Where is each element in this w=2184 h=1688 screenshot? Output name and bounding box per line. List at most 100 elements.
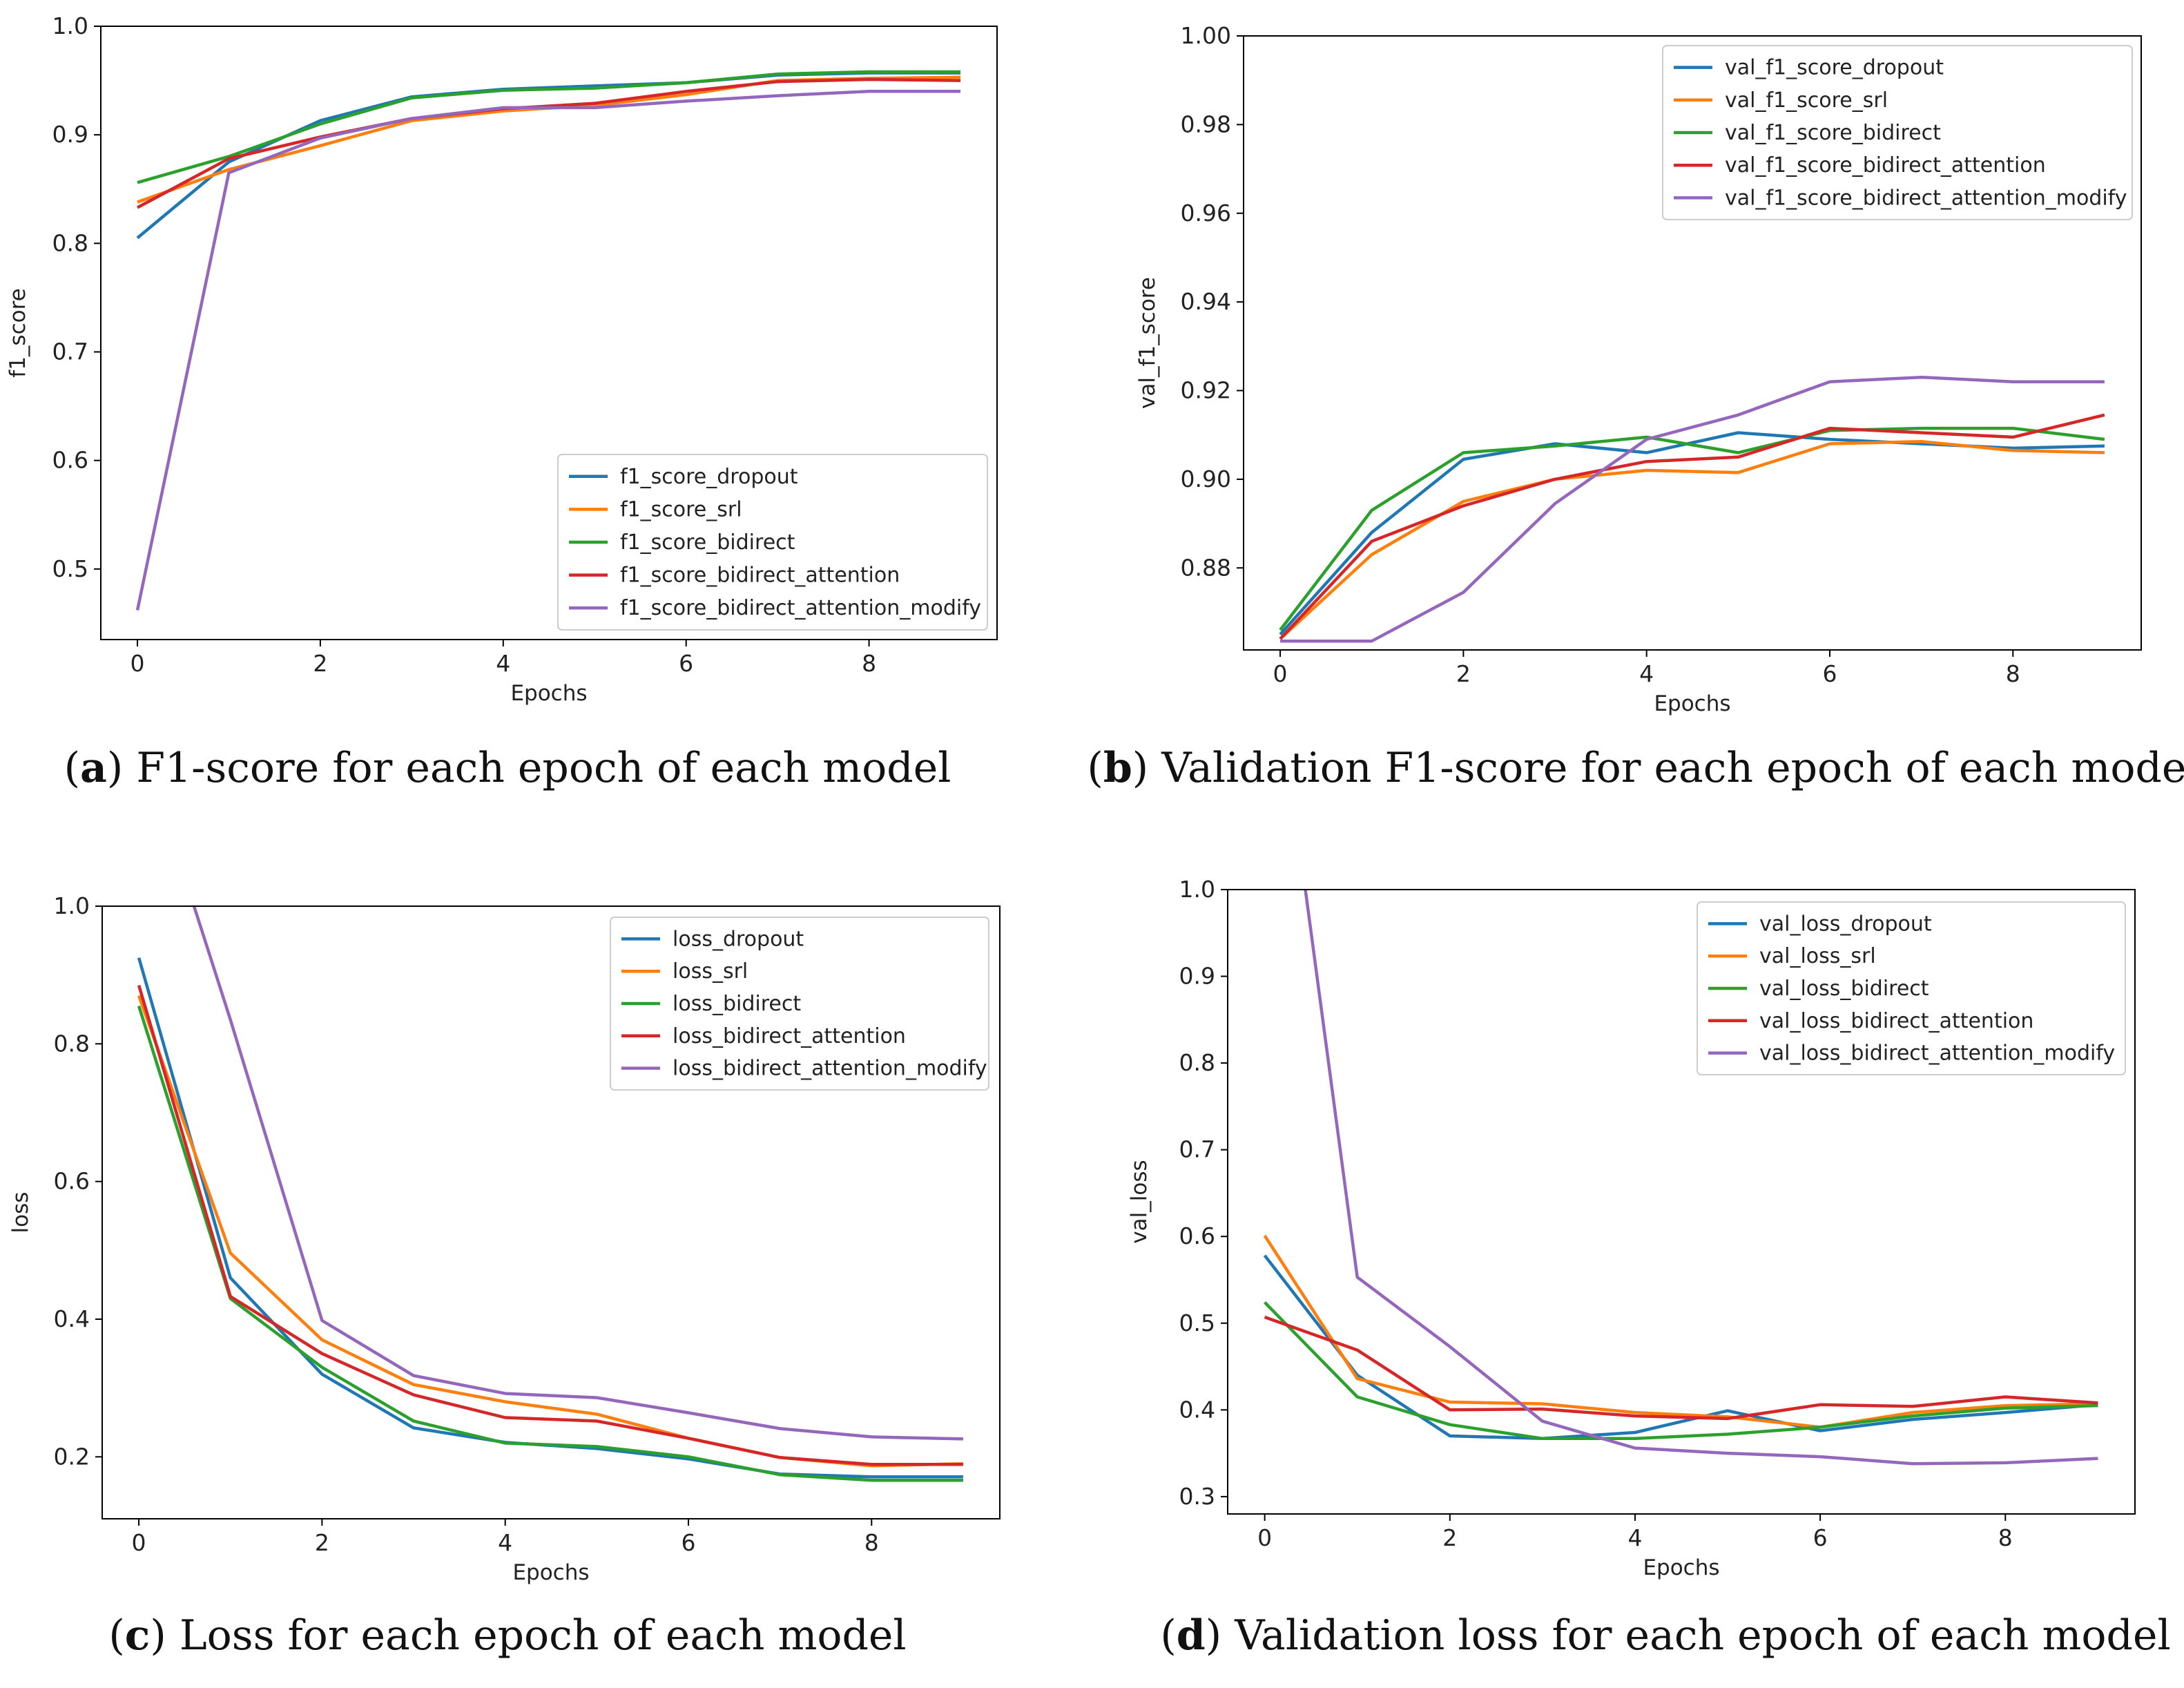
x-tick-label: 6 (679, 650, 693, 677)
chart-panel-d: 0 2 4 6 8 0.3 0.4 0.5 0.6 0.7 0.8 0.9 1.0 Epochs val_l… (1127, 876, 2171, 1660)
series-group (135, 70, 961, 611)
y-tick-label: 0.98 (1181, 111, 1231, 137)
legend-label-val_loss_dropout: val_loss_dropout (1759, 912, 1932, 936)
legend: loss_dropout loss_srl loss_bidirect loss_bi… (610, 917, 989, 1091)
series-line-val_loss_dropout (1263, 1254, 2098, 1441)
caption-letter: d (1177, 1611, 1206, 1660)
x-tick-label: 6 (1813, 1524, 1828, 1551)
x-tick-label: 8 (1998, 1524, 2013, 1551)
x-axis-label: Epochs (510, 681, 587, 706)
caption-close-paren: ) (107, 744, 136, 792)
x-tick-label: 0 (1273, 660, 1288, 687)
caption-open-paren: ( (1160, 1611, 1176, 1660)
x-tick-label: 8 (2006, 660, 2020, 687)
legend-label-loss_bidirect_attention_modify: loss_bidirect_attention_modify (673, 1057, 987, 1081)
x-tick-label: 8 (862, 650, 876, 677)
legend-label-loss_dropout: loss_dropout (673, 927, 804, 951)
caption-letter: b (1103, 744, 1132, 792)
series-line-loss_bidirect (137, 1005, 963, 1482)
series-group (1279, 375, 2105, 643)
y-axis-label: loss (8, 1192, 33, 1234)
caption-close-paren: ) (1206, 1611, 1235, 1660)
series-line-f1_score_bidirect_attention (136, 77, 961, 209)
x-tick-label: 2 (313, 650, 327, 677)
legend-box (610, 917, 989, 1091)
plot-frame (1227, 889, 2136, 1515)
figure-caption: (a) F1-score for each epoch of each mode… (64, 744, 951, 792)
series-line-val_f1_score_bidirect_attention_modify (1280, 375, 2105, 643)
legend-label-val_f1_score_dropout: val_f1_score_dropout (1725, 56, 1944, 80)
series-line-f1_score_bidirect_attention_modify (135, 90, 960, 611)
legend-label-f1_score_bidirect_attention: f1_score_bidirect_attention (620, 564, 900, 588)
legend-label-val_loss_bidirect: val_loss_bidirect (1759, 977, 1929, 1001)
legend-box (1662, 45, 2133, 220)
y-tick-label: 1.00 (1181, 22, 1231, 49)
legend-label-val_f1_score_bidirect_attention: val_f1_score_bidirect_attention (1725, 153, 2046, 178)
caption-text: Validation F1-score for each epoch of ea… (1161, 744, 2184, 792)
series-line-val_f1_score_bidirect (1279, 426, 2105, 631)
series-line-val_loss_srl (1263, 1234, 2098, 1429)
series-line-val_f1_score_srl (1279, 440, 2105, 640)
legend-label-val_f1_score_bidirect: val_f1_score_bidirect (1725, 121, 1941, 145)
legend-label-f1_score_bidirect: f1_score_bidirect (620, 530, 795, 555)
series-line-val_loss_bidirect_attention (1264, 1315, 2098, 1421)
y-tick-label: 1.0 (1179, 876, 1215, 903)
x-tick-label: 0 (132, 1529, 146, 1556)
y-tick-label: 0.4 (54, 1305, 90, 1332)
series-line-f1_score_bidirect (137, 70, 960, 184)
caption-close-paren: ) (150, 1611, 179, 1660)
caption-close-paren: ) (1132, 744, 1161, 792)
y-tick-label: 0.90 (1181, 466, 1231, 492)
caption-text: F1-score for each epoch of each model (136, 744, 951, 792)
x-tick-label: 0 (130, 650, 144, 677)
y-tick-label: 0.4 (1179, 1396, 1215, 1423)
y-tick-label: 0.7 (1179, 1136, 1215, 1163)
y-tick-label: 0.92 (1181, 377, 1231, 404)
x-tick-label: 4 (496, 650, 510, 677)
legend-label-val_f1_score_srl: val_f1_score_srl (1725, 88, 1888, 113)
x-tick-label: 8 (864, 1529, 879, 1556)
legend-label-val_loss_bidirect_attention: val_loss_bidirect_attention (1759, 1009, 2033, 1033)
x-tick-label: 4 (1639, 660, 1654, 687)
x-axis-label: Epochs (1643, 1555, 1719, 1580)
series-line-loss_bidirect_attention (137, 984, 963, 1466)
y-tick-label: 0.5 (52, 555, 88, 582)
series-line-val_f1_score_bidirect_attention (1279, 413, 2105, 640)
series-line-val_loss_bidirect (1263, 1301, 2098, 1441)
y-tick-label: 1.0 (52, 12, 88, 39)
caption-letter: c (125, 1611, 151, 1660)
y-tick-label: 0.9 (1179, 963, 1215, 990)
caption-text: Validation loss for each epoch of each m… (1234, 1611, 2170, 1660)
x-axis-label: Epochs (1654, 691, 1730, 716)
y-axis-label: f1_score (6, 288, 30, 377)
x-tick-label: 4 (498, 1529, 512, 1556)
series-group (1263, 890, 2098, 1466)
legend-label-f1_score_bidirect_attention_modify: f1_score_bidirect_attention_modify (620, 596, 981, 620)
legend-label-loss_bidirect_attention: loss_bidirect_attention (673, 1024, 906, 1048)
series-line-val_f1_score_dropout (1279, 431, 2105, 636)
legend-label-val_loss_srl: val_loss_srl (1759, 944, 1876, 968)
series-line-loss_bidirect_attention_modify (192, 906, 963, 1441)
series-line-val_loss_bidirect_attention_modify (1304, 890, 2098, 1466)
y-tick-label: 1.0 (54, 892, 90, 919)
y-tick-label: 0.6 (52, 447, 88, 474)
plot-frame (102, 905, 1001, 1519)
x-tick-label: 4 (1627, 1524, 1642, 1551)
legend-box (1697, 901, 2126, 1075)
legend-label-loss_srl: loss_srl (673, 959, 748, 984)
series-line-f1_score_dropout (136, 71, 960, 240)
legend-label-val_loss_bidirect_attention_modify: val_loss_bidirect_attention_modify (1759, 1042, 2115, 1066)
y-tick-label: 0.96 (1181, 200, 1231, 227)
y-axis-label: val_f1_score (1135, 277, 1160, 409)
legend-label-loss_bidirect: loss_bidirect (673, 992, 801, 1016)
y-tick-label: 0.5 (1179, 1310, 1215, 1336)
x-tick-label: 2 (1456, 660, 1471, 687)
x-tick-label: 6 (1822, 660, 1837, 687)
caption-open-paren: ( (108, 1611, 124, 1660)
figure-caption: (d) Validation loss for each epoch of ea… (1160, 1611, 2170, 1660)
caption-open-paren: ( (1087, 744, 1103, 792)
chart-panel-a: 0 2 4 6 8 0.5 0.6 0.7 0.8 0.9 1.0 Epochs f1_score f1_… (6, 12, 998, 792)
caption-open-paren: ( (64, 744, 80, 792)
y-tick-label: 0.8 (52, 229, 88, 256)
